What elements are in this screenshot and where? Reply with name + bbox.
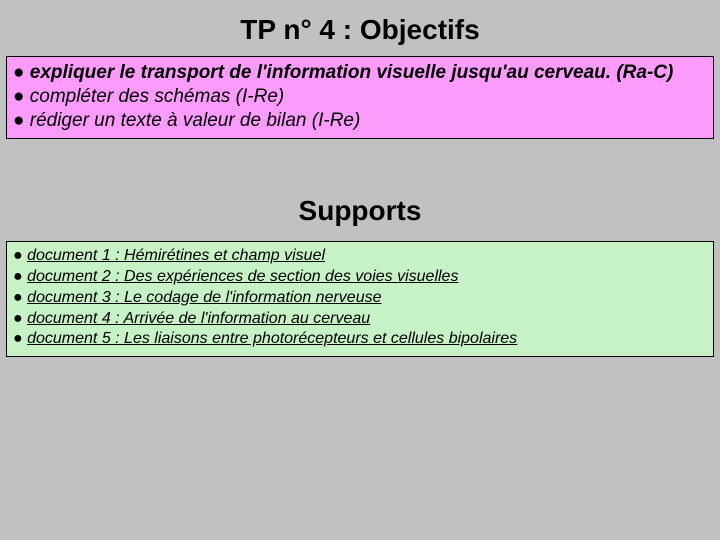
bullet: ● xyxy=(13,289,27,306)
objectif-item-3: ● rédiger un texte à valeur de bilan (I-… xyxy=(13,109,707,133)
bullet: ● xyxy=(13,62,30,83)
support-item-2: ● document 2 : Des expériences de sectio… xyxy=(13,267,707,288)
bullet: ● xyxy=(13,268,27,285)
slide: { "titles": { "objectifs": "TP n° 4 : Ob… xyxy=(0,0,720,540)
support-text-3: document 3 : Le codage de l'information … xyxy=(27,289,381,306)
objectifs-box: ● expliquer le transport de l'informatio… xyxy=(6,56,714,139)
support-text-1: document 1 : Hémirétines et champ visuel xyxy=(27,247,325,264)
support-item-4: ● document 4 : Arrivée de l'information … xyxy=(13,309,707,330)
bullet: ● xyxy=(13,330,27,347)
objectif-text-1: expliquer le transport de l'information … xyxy=(30,62,674,83)
supports-box: ● document 1 : Hémirétines et champ visu… xyxy=(6,241,714,357)
support-item-1: ● document 1 : Hémirétines et champ visu… xyxy=(13,246,707,267)
title-supports: Supports xyxy=(0,139,720,241)
objectif-item-1: ● expliquer le transport de l'informatio… xyxy=(13,61,707,85)
bullet: ● xyxy=(13,247,27,264)
support-item-5: ● document 5 : Les liaisons entre photor… xyxy=(13,329,707,350)
objectif-item-2: ● compléter des schémas (I-Re) xyxy=(13,85,707,109)
bullet: ● xyxy=(13,310,27,327)
support-text-4: document 4 : Arrivée de l'information au… xyxy=(27,310,370,327)
support-item-3: ● document 3 : Le codage de l'informatio… xyxy=(13,288,707,309)
title-objectifs: TP n° 4 : Objectifs xyxy=(0,0,720,56)
support-text-2: document 2 : Des expériences de section … xyxy=(27,268,458,285)
support-text-5: document 5 : Les liaisons entre photoréc… xyxy=(27,330,517,347)
